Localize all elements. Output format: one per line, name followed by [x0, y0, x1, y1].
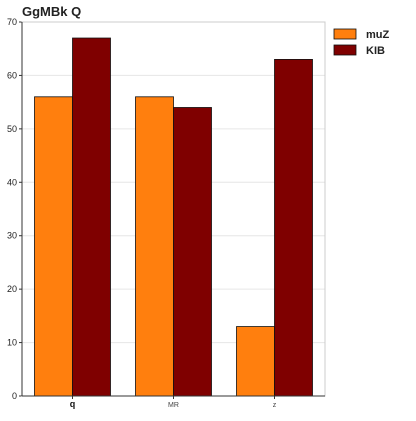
- bar-muZ-z: [236, 326, 275, 397]
- y-tick-label: 20: [7, 284, 17, 294]
- x-tick-label: q: [70, 399, 76, 409]
- bars: [34, 37, 313, 397]
- bar-muZ-q: [34, 96, 73, 397]
- y-tick-label: 40: [7, 177, 17, 187]
- y-tick-label: 10: [7, 338, 17, 348]
- bar-muZ-MR: [135, 96, 174, 397]
- axes: 0 10 20 30 40 50 60 70 q MR z: [7, 17, 326, 409]
- legend-swatch-muZ: [333, 28, 357, 40]
- legend-label-muZ: muZ: [366, 29, 390, 41]
- y-tick-label: 0: [12, 391, 17, 401]
- legend: muZ KIB: [333, 28, 390, 57]
- bar-KIB-q: [72, 37, 111, 397]
- bar-KIB-MR: [173, 107, 212, 397]
- legend-swatch-KIB: [333, 44, 357, 56]
- x-tick-label: MR: [168, 402, 179, 409]
- y-tick-label: 70: [7, 17, 17, 27]
- chart-title: GgMBk Q: [22, 4, 81, 19]
- y-tick-label: 30: [7, 231, 17, 241]
- y-tick-label: 50: [7, 124, 17, 134]
- x-tick-label: z: [273, 402, 277, 409]
- y-tick-label: 60: [7, 70, 17, 80]
- bar-KIB-z: [274, 59, 313, 397]
- legend-label-KIB: KIB: [366, 45, 385, 57]
